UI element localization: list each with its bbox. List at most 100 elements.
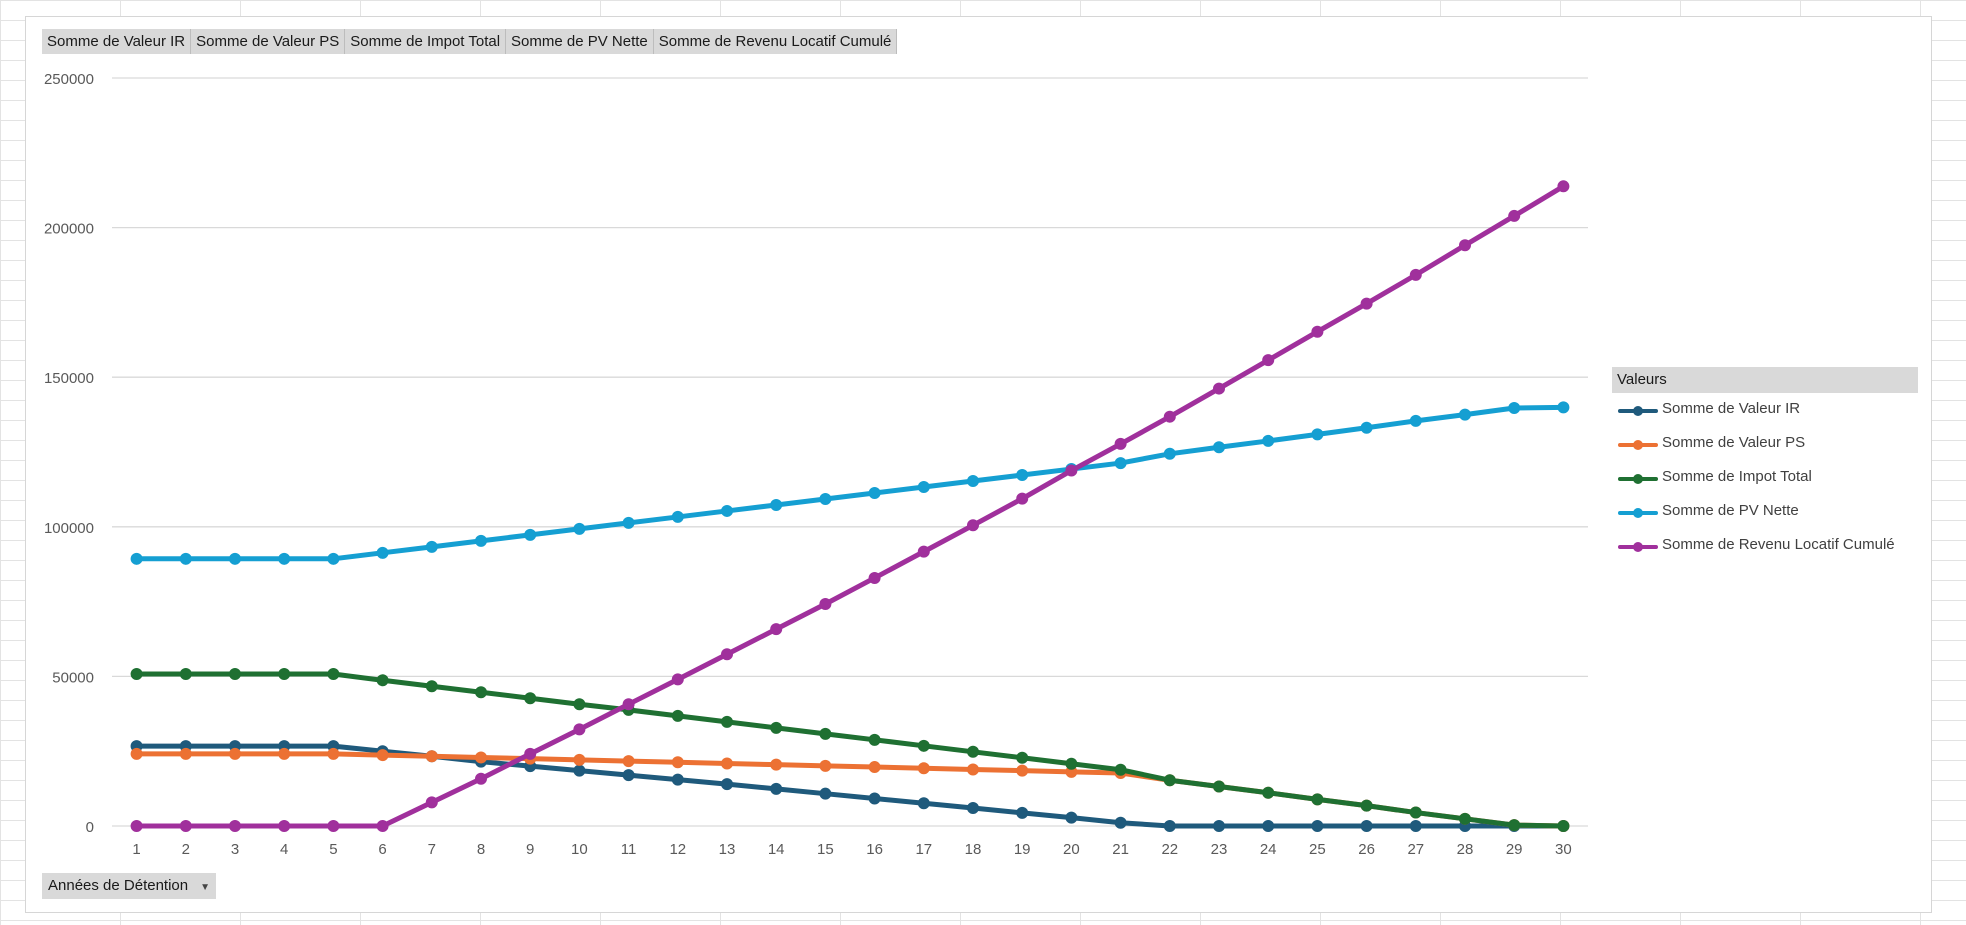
data-point: [868, 571, 881, 584]
data-point: [671, 673, 684, 686]
data-point: [1016, 492, 1029, 505]
x-tick-label: 3: [231, 841, 239, 858]
data-point: [967, 763, 979, 776]
x-tick-label: 30: [1555, 841, 1572, 858]
legend-line-marker-icon: [1618, 406, 1658, 416]
series: [130, 668, 1570, 832]
legend-item-valeur-ps[interactable]: Somme de Valeur PS: [1612, 427, 1918, 461]
legend-label: Somme de PV Nette: [1662, 502, 1799, 519]
data-point: [179, 820, 192, 832]
legend-line-marker-icon: [1618, 440, 1658, 450]
series-line: [134, 671, 1566, 829]
data-point: [671, 773, 684, 786]
data-point: [278, 668, 291, 681]
legend-title[interactable]: Valeurs: [1612, 367, 1918, 393]
legend-dot-marker: [1633, 542, 1643, 552]
data-point: [770, 758, 783, 771]
data-point: [425, 680, 438, 693]
field-button-valeur-ps[interactable]: Somme de Valeur PS: [191, 29, 346, 54]
data-point: [524, 692, 537, 705]
axis-field-label: Années de Détention: [48, 877, 189, 894]
legend-item-pv-nette[interactable]: Somme de PV Nette: [1612, 495, 1918, 529]
x-tick-label: 14: [768, 841, 785, 858]
field-button-pv-nette[interactable]: Somme de PV Nette: [506, 29, 654, 54]
data-point: [1459, 812, 1471, 825]
data-point: [130, 668, 143, 681]
data-point: [278, 552, 291, 565]
data-point: [1508, 402, 1521, 415]
data-point: [1360, 820, 1373, 832]
data-point: [1065, 811, 1078, 824]
axis-field-button[interactable]: Années de Détention ▼: [42, 873, 217, 899]
data-point: [967, 519, 979, 532]
legend-item-impot-total[interactable]: Somme de Impot Total: [1612, 461, 1918, 495]
legend-item-revenu-locatif-cumule[interactable]: Somme de Revenu Locatif Cumulé: [1612, 529, 1918, 563]
data-point: [1262, 820, 1275, 832]
data-point: [1114, 437, 1127, 450]
legend-dot-marker: [1633, 406, 1643, 416]
data-point: [1508, 209, 1521, 222]
data-point: [229, 552, 241, 565]
pivot-chart-area[interactable]: [25, 16, 1932, 913]
data-point: [278, 747, 291, 760]
x-tick-label: 2: [182, 841, 190, 858]
x-tick-label: 17: [915, 841, 932, 858]
chart-legend[interactable]: Valeurs Somme de Valeur IR Somme de Vale…: [1612, 367, 1918, 563]
data-point: [179, 668, 192, 681]
data-point: [868, 733, 881, 746]
data-point: [622, 698, 635, 711]
series: [130, 180, 1570, 832]
data-point: [376, 749, 389, 762]
data-point: [1163, 774, 1176, 787]
legend-dot-marker: [1633, 474, 1643, 484]
data-point: [475, 751, 487, 764]
legend-item-valeur-ir[interactable]: Somme de Valeur IR: [1612, 393, 1918, 427]
data-point: [917, 545, 930, 558]
data-point: [868, 792, 881, 805]
data-point: [721, 757, 733, 770]
data-point: [819, 597, 832, 610]
data-point: [179, 747, 192, 760]
data-point: [1311, 325, 1324, 338]
field-button-revenu-locatif-cumule[interactable]: Somme de Revenu Locatif Cumulé: [653, 29, 898, 54]
y-tick-label: 100000: [44, 520, 94, 537]
x-tick-label: 25: [1309, 841, 1326, 858]
data-point: [1409, 820, 1422, 832]
data-point: [671, 709, 684, 722]
data-point: [671, 510, 684, 523]
data-point: [1016, 469, 1029, 482]
data-point: [573, 764, 586, 777]
gridlines: [112, 77, 1588, 827]
legend-line-marker-icon: [1618, 508, 1658, 518]
data-point: [770, 721, 783, 734]
data-point: [1360, 297, 1373, 310]
data-point: [770, 498, 783, 511]
field-button-valeur-ir[interactable]: Somme de Valeur IR: [42, 29, 192, 54]
data-point: [1409, 806, 1422, 819]
data-point: [1262, 354, 1275, 367]
dropdown-arrow-icon[interactable]: ▼: [200, 882, 211, 893]
data-point: [1459, 408, 1471, 421]
data-point: [179, 552, 192, 565]
data-point: [327, 820, 340, 832]
legend-label: Somme de Impot Total: [1662, 468, 1812, 485]
x-tick-label: 18: [965, 841, 982, 858]
field-button-impot-total[interactable]: Somme de Impot Total: [345, 29, 507, 54]
y-tick-label: 50000: [52, 669, 94, 686]
data-point: [1409, 268, 1422, 281]
data-point: [622, 516, 635, 529]
x-tick-label: 16: [866, 841, 883, 858]
data-point: [1311, 428, 1324, 441]
x-tick-label: 5: [329, 841, 337, 858]
data-point: [1360, 421, 1373, 434]
x-tick-label: 11: [621, 841, 637, 858]
data-point: [1262, 786, 1275, 799]
x-tick-label: 10: [571, 841, 588, 858]
legend-label: Somme de Valeur IR: [1662, 400, 1801, 417]
data-point: [1311, 820, 1324, 832]
data-point: [721, 715, 733, 728]
data-point: [770, 782, 783, 795]
data-point: [819, 787, 832, 800]
x-tick-label: 1: [132, 841, 140, 858]
